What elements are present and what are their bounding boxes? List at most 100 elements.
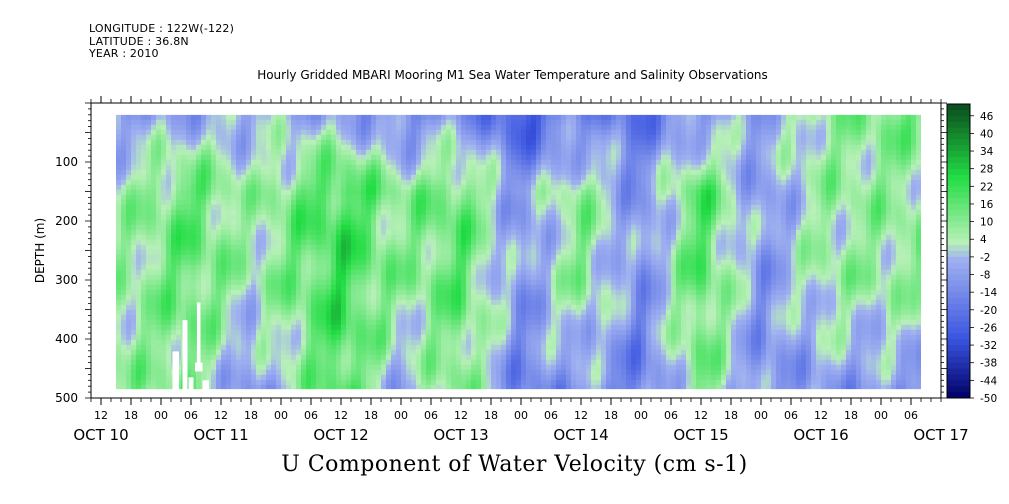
heatmap-cell (291, 384, 297, 390)
heatmap-cell (426, 169, 432, 176)
heatmap-cell (171, 284, 177, 291)
heatmap-cell (271, 119, 277, 126)
heatmap-cell (211, 224, 217, 231)
heatmap-cell (446, 324, 452, 331)
heatmap-cell (341, 139, 347, 146)
heatmap-cell (546, 144, 552, 151)
heatmap-cell (156, 159, 162, 166)
heatmap-cell (506, 329, 512, 336)
heatmap-cell (361, 299, 367, 306)
heatmap-cell (471, 374, 477, 381)
heatmap-cell (406, 219, 412, 226)
heatmap-cell (151, 239, 157, 246)
heatmap-cell (371, 234, 377, 241)
heatmap-cell (441, 189, 447, 196)
heatmap-cell (541, 194, 547, 201)
heatmap-cell (441, 274, 447, 281)
heatmap-cell (381, 174, 387, 181)
heatmap-cell (221, 384, 227, 390)
heatmap-cell (131, 154, 137, 161)
heatmap-cell (266, 164, 272, 171)
heatmap-cell (196, 204, 202, 211)
heatmap-cell (516, 199, 522, 206)
heatmap-cell (291, 189, 297, 196)
heatmap-cell (326, 279, 332, 286)
heatmap-cell (331, 344, 337, 351)
heatmap-cell (501, 139, 507, 146)
heatmap-cell (471, 264, 477, 271)
heatmap-cell (451, 289, 457, 296)
heatmap-cell (461, 244, 467, 251)
heatmap-cell (456, 199, 462, 206)
heatmap-cell (341, 174, 347, 181)
heatmap-cell (461, 369, 467, 376)
heatmap-cell (466, 124, 472, 131)
heatmap-cell (561, 139, 567, 146)
heatmap-cell (471, 184, 477, 191)
heatmap-cell (171, 234, 177, 241)
heatmap-cell (536, 269, 542, 276)
heatmap-cell (141, 244, 147, 251)
heatmap-cell (521, 364, 527, 371)
heatmap-cell (281, 259, 287, 266)
heatmap-cell (261, 334, 267, 341)
heatmap-cell (551, 169, 557, 176)
heatmap-cell (141, 289, 147, 296)
heatmap-cell (191, 344, 197, 351)
heatmap-cell (456, 209, 462, 216)
heatmap-cell (186, 289, 192, 296)
heatmap-cell (446, 349, 452, 356)
heatmap-cell (126, 174, 132, 181)
heatmap-cell (116, 329, 122, 336)
heatmap-cell (411, 279, 417, 286)
heatmap-cell (196, 189, 202, 196)
heatmap-cell (556, 214, 562, 221)
heatmap-cell (466, 214, 472, 221)
heatmap-cell (136, 264, 142, 271)
heatmap-cell (271, 329, 277, 336)
heatmap-cell (331, 159, 337, 166)
heatmap-cell (511, 324, 517, 331)
heatmap-cell (526, 354, 532, 361)
heatmap-cell (486, 349, 492, 356)
heatmap-cell (146, 234, 152, 241)
heatmap-cell (536, 234, 542, 241)
heatmap-cell (361, 259, 367, 266)
heatmap-cell (211, 134, 217, 141)
heatmap-cell (286, 244, 292, 251)
heatmap-cell (136, 349, 142, 356)
heatmap-cell (536, 379, 542, 386)
heatmap-cell (271, 139, 277, 146)
heatmap-cell (446, 289, 452, 296)
heatmap-cell (186, 194, 192, 201)
heatmap-cell (206, 139, 212, 146)
heatmap-cell (386, 274, 392, 281)
heatmap-cell (291, 209, 297, 216)
heatmap-cell (211, 274, 217, 281)
heatmap-cell (131, 264, 137, 271)
heatmap-cell (526, 189, 532, 196)
heatmap-cell (471, 384, 477, 390)
heatmap-cell (241, 354, 247, 361)
heatmap-cell (131, 299, 137, 306)
heatmap-cell (546, 119, 552, 126)
heatmap-cell (246, 359, 252, 366)
heatmap-cell (276, 139, 282, 146)
heatmap-cell (181, 119, 187, 126)
heatmap-cell (466, 254, 472, 261)
heatmap-cell (241, 124, 247, 131)
heatmap-cell (546, 239, 552, 246)
heatmap-cell (321, 229, 327, 236)
heatmap-cell (546, 139, 552, 146)
heatmap-cell (296, 214, 302, 221)
heatmap-cell (446, 224, 452, 231)
heatmap-cell (251, 264, 257, 271)
heatmap-cell (301, 304, 307, 311)
heatmap-cell (246, 299, 252, 306)
heatmap-cell (356, 199, 362, 206)
heatmap-cell (521, 299, 527, 306)
heatmap-cell (381, 229, 387, 236)
heatmap-cell (351, 369, 357, 376)
heatmap-cell (431, 339, 437, 346)
heatmap-cell (156, 124, 162, 131)
